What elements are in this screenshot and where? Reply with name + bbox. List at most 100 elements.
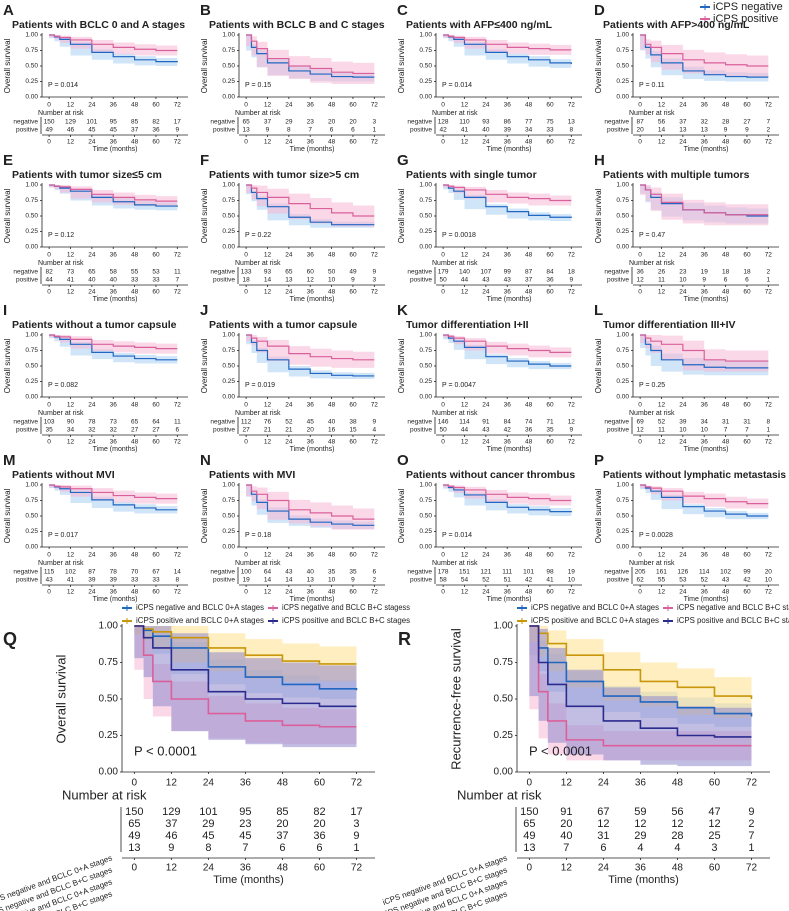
p-value: P < 0.0001 — [134, 743, 197, 758]
x-tick-label: 12 — [461, 252, 469, 259]
panel-letter: P — [594, 452, 604, 469]
risk-count: 7 — [748, 830, 754, 842]
x-tick-label: 48 — [525, 402, 533, 409]
risk-count: 14 — [658, 127, 666, 134]
y-axis-label: Overall survival — [3, 188, 12, 243]
risk-count: 11 — [174, 419, 181, 426]
risk-count: 55 — [131, 269, 139, 276]
risk-x-tick-label: 12 — [67, 439, 75, 446]
risk-count: 84 — [504, 419, 512, 426]
x-tick-label: 48 — [525, 552, 533, 559]
risk-count: 3 — [373, 277, 377, 284]
risk-count: 27 — [243, 427, 251, 434]
y-tick-label: 0.50 — [222, 513, 235, 520]
x-tick-label: 48 — [672, 778, 684, 789]
risk-count: 90 — [67, 419, 75, 426]
risk-row-label: negative — [604, 419, 629, 426]
risk-count: 47 — [708, 806, 720, 818]
risk-count: 42 — [440, 127, 448, 134]
risk-count: 9 — [702, 277, 706, 284]
p-value: P = 0.22 — [245, 232, 271, 239]
x-tick-label: 12 — [461, 552, 469, 559]
risk-count: 67 — [152, 569, 160, 576]
risk-x-tick-label: 12 — [166, 863, 178, 874]
x-tick-label: 72 — [765, 402, 773, 409]
x-tick-label: 36 — [504, 102, 512, 109]
risk-count: 20 — [349, 119, 357, 126]
legend-label: iCPS positive and BCLC B+C stages — [677, 616, 789, 625]
panel-letter: O — [397, 452, 409, 469]
risk-count: 18 — [243, 277, 251, 284]
risk-count: 9 — [570, 277, 574, 284]
risk-count: 9 — [724, 127, 728, 134]
risk-count: 101 — [523, 569, 534, 576]
x-tick-label: 0 — [132, 778, 138, 789]
risk-count: 37 — [679, 119, 687, 126]
risk-x-tick-label: 72 — [371, 139, 379, 146]
risk-count: 140 — [459, 269, 470, 276]
risk-count: 15 — [349, 427, 357, 434]
risk-count: 151 — [459, 569, 470, 576]
x-tick-label: 36 — [504, 402, 512, 409]
survival-curve — [49, 34, 178, 63]
survival-curve — [443, 334, 572, 367]
risk-count: 34 — [67, 427, 75, 434]
y-tick-label: 0.75 — [25, 197, 38, 204]
x-tick-label: 72 — [371, 552, 379, 559]
risk-count: 150 — [44, 119, 55, 126]
y-tick-label: 0.25 — [25, 228, 38, 235]
x-tick-label: 72 — [765, 252, 773, 259]
panel-title: Patients with tumor size>5 cm — [209, 169, 359, 181]
risk-x-tick-label: 72 — [371, 589, 379, 596]
risk-x-tick-label: 60 — [152, 139, 160, 146]
risk-count: 40 — [482, 127, 490, 134]
y-tick-label: 0.75 — [419, 197, 432, 204]
risk-count: 107 — [480, 269, 491, 276]
x-tick-label: 48 — [722, 102, 730, 109]
risk-row-label: positive — [16, 577, 38, 584]
risk-x-tick-label: 72 — [568, 139, 576, 146]
y-tick-label: 1.00 — [419, 332, 432, 339]
x-tick-label: 36 — [110, 552, 118, 559]
x-tick-label: 36 — [701, 102, 709, 109]
risk-table-title: Number at risk — [62, 787, 147, 802]
y-tick-label: 0.75 — [494, 657, 514, 668]
x-tick-label: 24 — [679, 102, 687, 109]
risk-count: 9 — [748, 806, 754, 818]
x-tick-label: 12 — [264, 552, 272, 559]
risk-count: 45 — [110, 127, 118, 134]
risk-x-tick-label: 72 — [174, 439, 182, 446]
x-tick-label: 72 — [371, 402, 379, 409]
risk-table-title: Number at risk — [629, 560, 675, 567]
survival-curve — [640, 34, 769, 67]
risk-count: 45 — [202, 830, 214, 842]
risk-count: 12 — [568, 419, 576, 426]
x-tick-label: 0 — [244, 102, 248, 109]
legend-label: iCPS positive and BCLC B+C stages — [282, 616, 410, 625]
risk-x-tick-label: 36 — [504, 139, 512, 146]
risk-count: 77 — [525, 119, 533, 126]
risk-count: 126 — [677, 569, 688, 576]
risk-x-tick-label: 0 — [47, 289, 51, 296]
x-tick-label: 36 — [307, 102, 315, 109]
x-tick-label: 60 — [743, 552, 751, 559]
x-tick-label: 60 — [349, 252, 357, 259]
risk-x-tick-label: 60 — [546, 439, 554, 446]
risk-count: 67 — [597, 806, 609, 818]
p-value: P = 0.0018 — [442, 232, 476, 239]
risk-x-tick-label: 12 — [264, 439, 272, 446]
survival-curve — [529, 625, 752, 747]
risk-table-title: Number at risk — [432, 560, 478, 567]
risk-count: 114 — [459, 419, 470, 426]
risk-count: 28 — [671, 830, 683, 842]
risk-count: 35 — [328, 569, 336, 576]
y-tick-label: 1.00 — [222, 182, 235, 189]
risk-count: 20 — [307, 427, 315, 434]
risk-count: 9 — [176, 127, 180, 134]
risk-x-tick-label: 0 — [638, 589, 642, 596]
risk-x-tick-label: 48 — [525, 289, 533, 296]
risk-count: 45 — [239, 830, 251, 842]
x-tick-label: 36 — [110, 102, 118, 109]
risk-count: 1 — [767, 277, 771, 284]
risk-count: 11 — [658, 277, 665, 284]
